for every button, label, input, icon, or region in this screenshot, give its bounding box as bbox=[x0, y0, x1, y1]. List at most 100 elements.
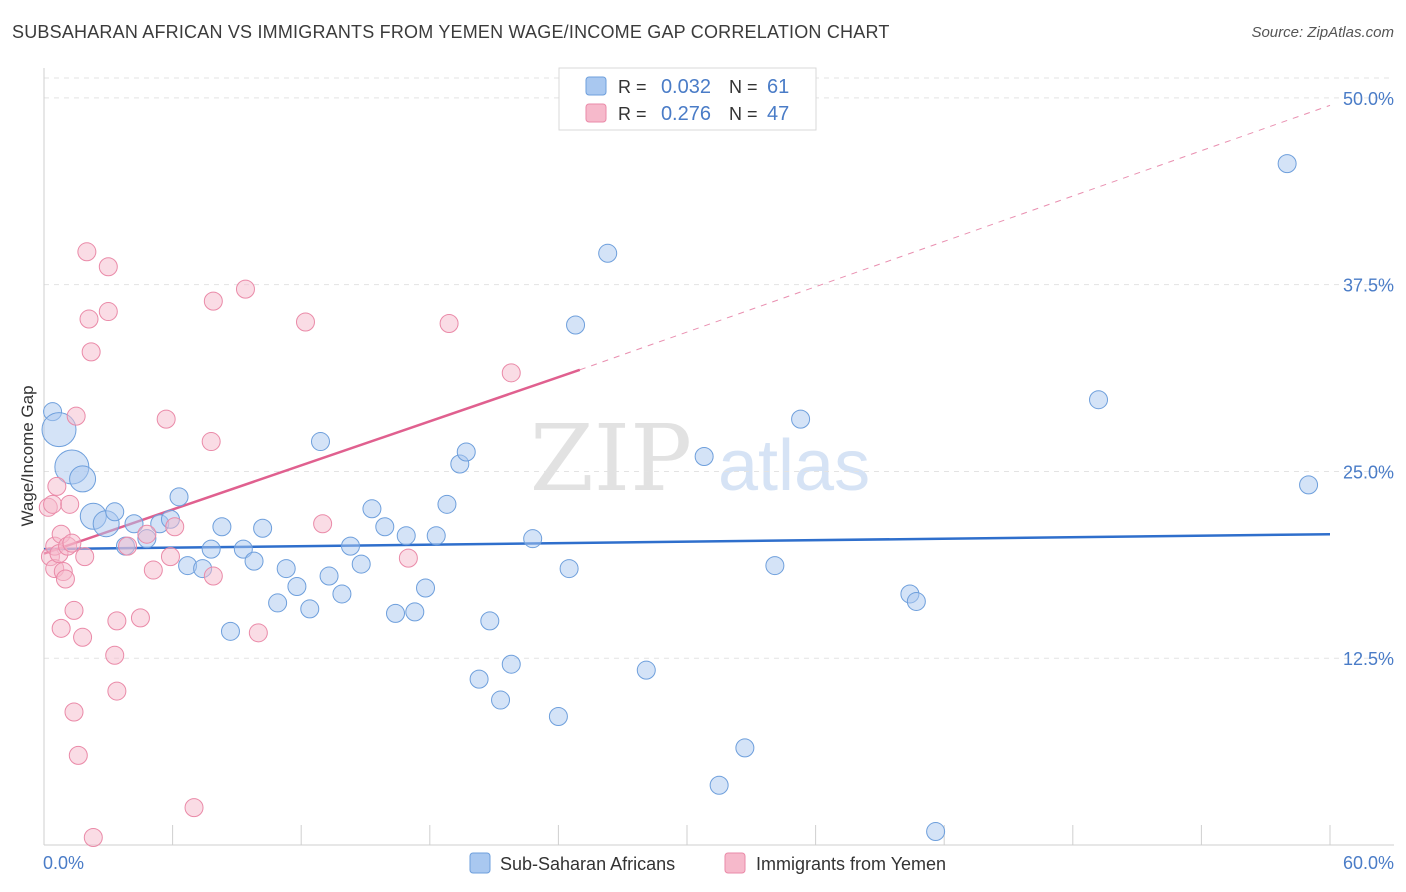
point-sub-saharan bbox=[523, 529, 543, 549]
point-yemen bbox=[248, 623, 268, 643]
point-yemen bbox=[73, 627, 93, 647]
point-yemen bbox=[143, 560, 163, 580]
point-sub-saharan bbox=[124, 514, 144, 534]
point-sub-saharan bbox=[276, 559, 296, 579]
y-tick-label: 50.0% bbox=[1343, 89, 1394, 109]
point-sub-saharan bbox=[212, 517, 232, 537]
point-yemen bbox=[501, 363, 521, 383]
legend-n-value: 61 bbox=[767, 76, 789, 98]
point-yemen bbox=[55, 569, 75, 589]
legend-r-label: R = bbox=[618, 104, 647, 124]
point-yemen bbox=[105, 645, 125, 665]
point-yemen bbox=[98, 257, 118, 277]
series-legend-swatch bbox=[469, 852, 491, 874]
point-sub-saharan bbox=[926, 822, 946, 842]
point-yemen bbox=[77, 242, 97, 262]
point-sub-saharan bbox=[41, 412, 77, 448]
stats-legend: R = 0.032 N = 61 R = 0.276 N = 47 bbox=[558, 67, 817, 131]
point-sub-saharan bbox=[375, 517, 395, 537]
point-yemen bbox=[295, 312, 315, 332]
point-sub-saharan bbox=[105, 502, 125, 522]
point-yemen bbox=[203, 566, 223, 586]
point-sub-saharan bbox=[201, 539, 221, 559]
point-sub-saharan bbox=[362, 499, 382, 519]
point-yemen bbox=[60, 494, 80, 514]
point-sub-saharan bbox=[220, 621, 240, 641]
point-sub-saharan bbox=[351, 554, 371, 574]
point-yemen bbox=[313, 514, 333, 534]
point-sub-saharan bbox=[386, 603, 406, 623]
point-sub-saharan bbox=[233, 539, 253, 559]
point-yemen bbox=[165, 517, 185, 537]
point-sub-saharan bbox=[340, 536, 360, 556]
watermark-atlas: atlas bbox=[718, 426, 870, 506]
point-sub-saharan bbox=[501, 654, 521, 674]
legend-r-value: 0.276 bbox=[661, 103, 711, 125]
point-sub-saharan bbox=[253, 518, 273, 538]
legend-swatch bbox=[585, 103, 607, 123]
source-label: Source: ZipAtlas.com bbox=[1251, 24, 1394, 41]
point-sub-saharan bbox=[396, 526, 416, 546]
trend-line-sub-saharan bbox=[43, 532, 1331, 551]
y-tick-label: 12.5% bbox=[1343, 649, 1394, 669]
point-sub-saharan bbox=[765, 556, 785, 576]
point-yemen bbox=[47, 476, 67, 496]
legend-r-value: 0.032 bbox=[661, 76, 711, 98]
point-sub-saharan bbox=[735, 738, 755, 758]
point-yemen bbox=[107, 611, 127, 631]
point-yemen bbox=[81, 342, 101, 362]
point-yemen bbox=[43, 494, 63, 514]
point-yemen bbox=[64, 702, 84, 722]
point-yemen bbox=[83, 828, 103, 848]
point-sub-saharan bbox=[1277, 154, 1297, 174]
point-sub-saharan bbox=[709, 775, 729, 795]
point-sub-saharan bbox=[319, 566, 339, 586]
point-yemen bbox=[62, 533, 82, 553]
point-sub-saharan bbox=[791, 409, 811, 429]
point-yemen bbox=[398, 548, 418, 568]
watermark-zip: ZIP bbox=[530, 405, 692, 512]
point-sub-saharan bbox=[416, 578, 436, 598]
point-sub-saharan bbox=[469, 669, 489, 689]
legend-r-label: R = bbox=[618, 77, 647, 97]
chart-title: SUBSAHARAN AFRICAN VS IMMIGRANTS FROM YE… bbox=[12, 22, 890, 42]
legend-n-label: N = bbox=[729, 77, 758, 97]
point-yemen bbox=[130, 608, 150, 628]
point-sub-saharan bbox=[906, 591, 926, 611]
data-points bbox=[38, 154, 1319, 848]
point-sub-saharan bbox=[548, 706, 568, 726]
series-legend-label: Sub-Saharan Africans bbox=[500, 854, 675, 874]
point-sub-saharan bbox=[332, 584, 352, 604]
point-yemen bbox=[64, 600, 84, 620]
point-yemen bbox=[137, 524, 157, 544]
x-tick-label-max: 60.0% bbox=[1343, 853, 1394, 873]
point-sub-saharan bbox=[491, 690, 511, 710]
legend-n-value: 47 bbox=[767, 103, 789, 125]
grid-lines bbox=[44, 77, 1394, 659]
point-yemen bbox=[118, 536, 138, 556]
point-yemen bbox=[107, 681, 127, 701]
point-yemen bbox=[160, 547, 180, 567]
point-sub-saharan bbox=[426, 526, 446, 546]
point-sub-saharan bbox=[405, 602, 425, 622]
legend-swatch bbox=[585, 76, 607, 96]
axes bbox=[43, 68, 1394, 846]
series-legend-label: Immigrants from Yemen bbox=[756, 854, 946, 874]
watermark: ZIP atlas bbox=[530, 405, 870, 512]
series-legend: Sub-Saharan Africans Immigrants from Yeme… bbox=[469, 852, 946, 874]
point-sub-saharan bbox=[559, 559, 579, 579]
point-sub-saharan bbox=[598, 243, 618, 263]
point-sub-saharan bbox=[1299, 475, 1319, 495]
point-sub-saharan bbox=[244, 551, 264, 571]
point-yemen bbox=[75, 547, 95, 567]
point-yemen bbox=[203, 291, 223, 311]
y-axis-label-group: Wage/Income Gap bbox=[18, 385, 37, 526]
point-yemen bbox=[201, 432, 221, 452]
point-yemen bbox=[98, 302, 118, 322]
point-sub-saharan bbox=[480, 611, 500, 631]
point-sub-saharan bbox=[566, 315, 586, 335]
point-sub-saharan bbox=[287, 576, 307, 596]
point-sub-saharan bbox=[268, 593, 288, 613]
y-tick-label: 37.5% bbox=[1343, 276, 1394, 296]
